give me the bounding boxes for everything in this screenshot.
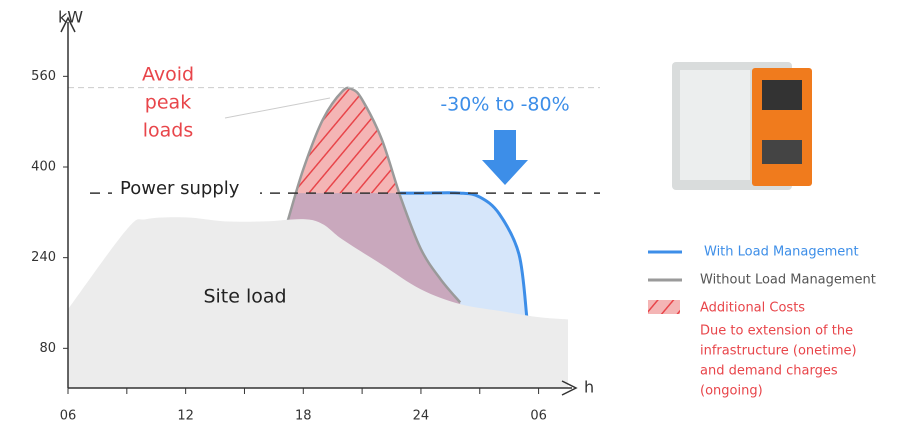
- legend-note: infrastructure (onetime): [700, 344, 857, 359]
- legend-label: With Load Management: [704, 245, 859, 260]
- supply-label-bg: [112, 177, 260, 202]
- legend-note: (ongoing): [700, 384, 763, 399]
- peak-label: loads: [143, 120, 194, 142]
- series-line: [286, 86, 462, 304]
- legend-swatch: [648, 300, 680, 314]
- y-tick-label: 560: [31, 69, 56, 84]
- x-tick-label: 12: [177, 409, 194, 424]
- peak-label: peak: [145, 92, 191, 114]
- x-tick-label: 06: [60, 409, 77, 424]
- x-tick-label: 06: [530, 409, 547, 424]
- y-tick-label: 400: [31, 160, 56, 175]
- series-label: Site load: [203, 286, 286, 308]
- reduction-label: -30% to -80%: [440, 94, 569, 116]
- legend-label: Additional Costs: [700, 301, 805, 316]
- y-arrow: [60, 16, 76, 33]
- device: [672, 62, 812, 190]
- x-arrow: [561, 380, 578, 396]
- x-tick-label: 24: [413, 409, 430, 424]
- y-tick-label: 240: [31, 250, 56, 265]
- pointer: [224, 97, 331, 119]
- x-tick-label: 18: [295, 409, 312, 424]
- peak-label: Avoid: [142, 64, 194, 86]
- supply-label: Power supply: [120, 178, 240, 199]
- additional-cost-hatch: [295, 87, 400, 194]
- arrow: [482, 130, 528, 185]
- legend-note: and demand charges: [700, 364, 838, 379]
- y-axis-label: kW: [58, 8, 83, 27]
- legend-note: Due to extension of the: [700, 324, 853, 339]
- legend-label: Without Load Management: [700, 273, 876, 288]
- x-axis-label: h: [584, 378, 594, 397]
- y-tick-label: 80: [39, 341, 56, 356]
- area-fill: [68, 217, 568, 388]
